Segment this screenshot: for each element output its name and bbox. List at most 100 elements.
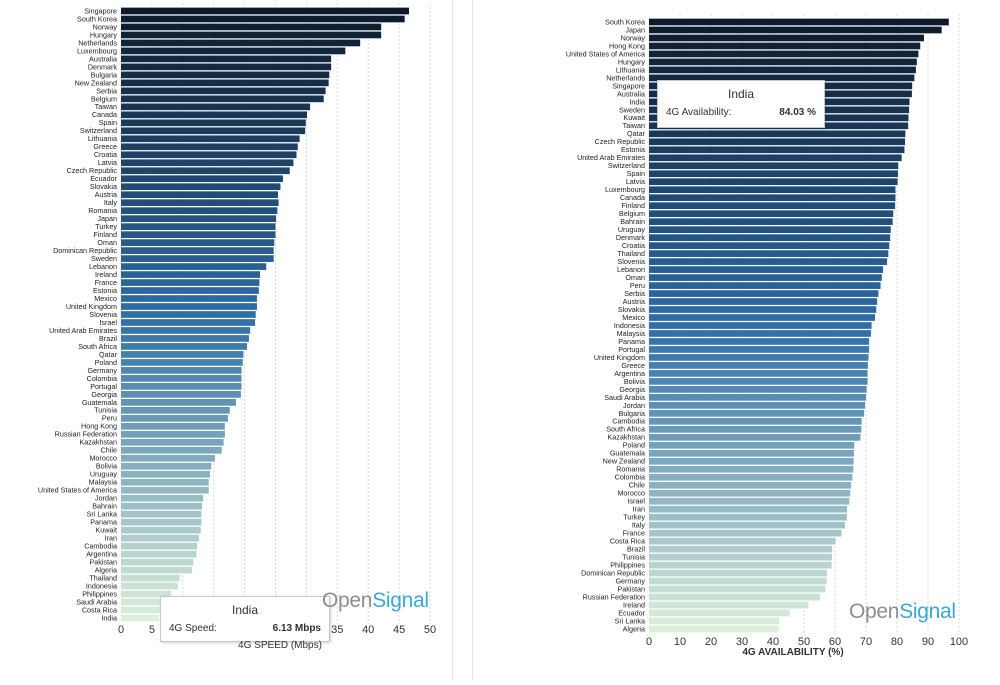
bar[interactable] <box>649 402 866 409</box>
bar[interactable] <box>649 521 845 529</box>
bar[interactable] <box>649 601 809 609</box>
bar[interactable] <box>121 39 361 47</box>
bar[interactable] <box>121 343 248 350</box>
bar[interactable] <box>121 367 242 374</box>
bar[interactable] <box>121 319 256 326</box>
bar[interactable] <box>121 510 202 518</box>
bar[interactable] <box>121 414 228 422</box>
bar[interactable] <box>649 410 865 417</box>
bar[interactable] <box>121 335 249 342</box>
bar[interactable] <box>121 7 409 15</box>
bar[interactable] <box>649 362 868 369</box>
bar[interactable] <box>121 287 259 294</box>
bar[interactable] <box>649 354 869 361</box>
bar[interactable] <box>121 183 281 191</box>
bar[interactable] <box>121 518 202 526</box>
bar[interactable] <box>121 223 276 230</box>
bar[interactable] <box>121 207 278 215</box>
bar[interactable] <box>121 430 225 438</box>
bar[interactable] <box>649 282 881 289</box>
bar[interactable] <box>649 449 854 457</box>
bar[interactable] <box>121 23 382 31</box>
bar[interactable] <box>649 378 868 385</box>
bar[interactable] <box>649 58 917 66</box>
bar[interactable] <box>649 50 919 58</box>
bar[interactable] <box>121 247 274 254</box>
bar[interactable] <box>121 15 405 23</box>
bar[interactable] <box>121 486 209 494</box>
bar[interactable] <box>121 255 274 262</box>
bar[interactable] <box>649 42 921 50</box>
bar[interactable] <box>649 26 942 34</box>
bar[interactable] <box>121 566 193 574</box>
bar[interactable] <box>649 234 891 241</box>
bar[interactable] <box>649 226 891 234</box>
bar[interactable] <box>121 167 290 175</box>
bar[interactable] <box>121 31 382 39</box>
bar[interactable] <box>121 55 332 63</box>
bar[interactable] <box>121 375 242 382</box>
bar[interactable] <box>649 465 854 473</box>
bar[interactable] <box>121 391 241 398</box>
bar[interactable] <box>121 470 210 478</box>
bar[interactable] <box>121 422 225 430</box>
bar[interactable] <box>121 359 243 366</box>
bar[interactable] <box>649 210 894 218</box>
bar[interactable] <box>121 502 202 510</box>
bar[interactable] <box>121 175 283 183</box>
bar[interactable] <box>121 582 178 590</box>
bar[interactable] <box>649 258 888 265</box>
bar[interactable] <box>121 279 260 286</box>
bar[interactable] <box>649 346 870 353</box>
bar[interactable] <box>121 478 209 486</box>
bar[interactable] <box>649 266 884 273</box>
bar[interactable] <box>121 135 300 143</box>
bar[interactable] <box>649 274 882 281</box>
bar[interactable] <box>121 143 298 151</box>
bar[interactable] <box>649 138 906 146</box>
bar[interactable] <box>649 154 902 162</box>
bar[interactable] <box>649 553 832 561</box>
bar[interactable] <box>121 494 204 502</box>
bar[interactable] <box>649 617 780 625</box>
bar[interactable] <box>649 306 877 313</box>
bar[interactable] <box>121 215 277 223</box>
bar[interactable] <box>121 79 329 87</box>
bar[interactable] <box>121 159 294 167</box>
bar[interactable] <box>121 590 172 598</box>
bar[interactable] <box>649 441 855 449</box>
bar[interactable] <box>649 370 868 377</box>
bar[interactable] <box>121 351 244 358</box>
bar[interactable] <box>649 473 853 481</box>
bar[interactable] <box>121 71 330 79</box>
bar[interactable] <box>649 625 779 633</box>
bar[interactable] <box>649 585 826 593</box>
bar[interactable] <box>121 231 276 238</box>
bar[interactable] <box>121 550 197 558</box>
bar[interactable] <box>121 383 242 390</box>
bar[interactable] <box>649 194 896 202</box>
bar[interactable] <box>649 577 827 585</box>
bar[interactable] <box>121 271 261 278</box>
bar[interactable] <box>649 250 889 257</box>
bar[interactable] <box>649 74 915 82</box>
bar[interactable] <box>649 18 949 26</box>
bar[interactable] <box>121 47 346 55</box>
bar[interactable] <box>121 87 326 95</box>
bar[interactable] <box>649 561 832 569</box>
bar[interactable] <box>649 290 879 297</box>
bar[interactable] <box>649 298 878 305</box>
bar[interactable] <box>121 199 279 207</box>
bar[interactable] <box>649 66 916 74</box>
bar[interactable] <box>121 295 257 302</box>
bar[interactable] <box>649 314 875 321</box>
bar[interactable] <box>121 534 199 542</box>
bar[interactable] <box>121 542 198 550</box>
bar[interactable] <box>649 545 833 553</box>
bar[interactable] <box>649 497 850 505</box>
bar[interactable] <box>121 526 201 534</box>
bar[interactable] <box>121 151 297 159</box>
bar[interactable] <box>649 609 790 617</box>
bar[interactable] <box>649 513 847 521</box>
bar[interactable] <box>121 263 267 270</box>
